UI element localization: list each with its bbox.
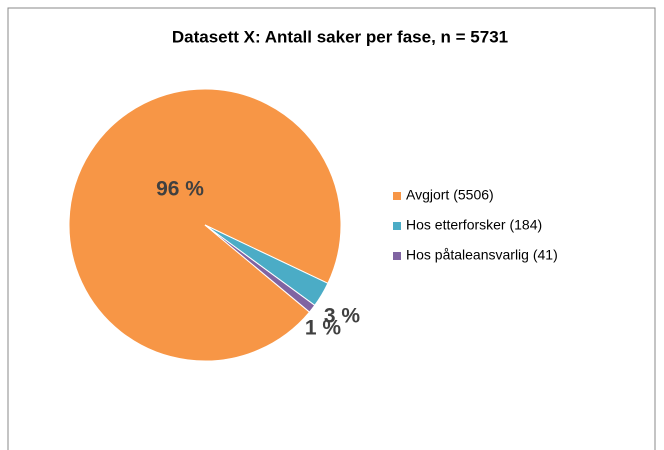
legend-swatch (393, 192, 401, 200)
chart-title: Datasett X: Antall saker per fase, n = 5… (172, 27, 508, 46)
pie-slice (204, 224, 316, 313)
legend-swatch (393, 222, 401, 230)
data-label: 1 % (305, 317, 342, 340)
legend-label: Avgjort (5506) (406, 187, 494, 203)
legend-label: Hos påtaleansvarlig (41) (406, 247, 558, 263)
chart-frame (7, 7, 656, 450)
legend-swatch (393, 252, 401, 260)
data-label: 3 % (324, 305, 361, 328)
data-label: 96 % (156, 178, 204, 201)
legend-label: Hos etterforsker (184) (406, 217, 542, 233)
